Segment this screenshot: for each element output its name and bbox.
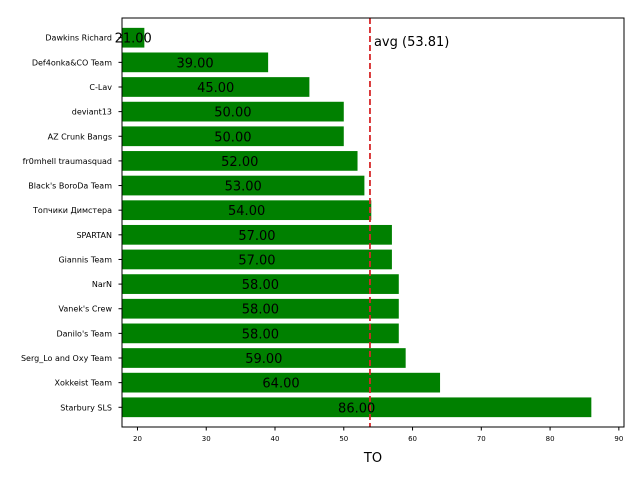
data-label: 21.00	[115, 32, 152, 47]
bar	[122, 175, 365, 196]
y-tick-label: C-Lav	[89, 83, 112, 92]
x-tick-label: 70	[477, 435, 486, 443]
bar	[122, 101, 344, 122]
x-tick-label: 90	[614, 435, 623, 443]
x-tick-label: 80	[546, 435, 555, 443]
bars-group	[122, 27, 592, 418]
x-tick-label: 20	[133, 435, 142, 443]
y-tick-label: deviant13	[72, 108, 112, 117]
y-tick-label: fr0mhell traumasquad	[23, 157, 112, 166]
data-label: 57.00	[238, 253, 275, 268]
y-tick-label: Топчики Димстера	[32, 206, 112, 215]
bar	[122, 348, 406, 368]
bar	[122, 298, 399, 319]
data-label: 39.00	[176, 56, 213, 71]
bar	[122, 27, 145, 48]
y-tick-label: AZ Crunk Bangs	[48, 132, 112, 141]
bar	[122, 126, 344, 147]
average-reference-label: avg (53.81)	[374, 35, 449, 50]
bar	[122, 323, 399, 344]
x-axis-label: TO	[363, 451, 382, 466]
plot-frame	[121, 17, 625, 428]
bar	[122, 372, 441, 393]
data-label: 59.00	[245, 352, 282, 367]
data-label: 45.00	[197, 81, 234, 96]
data-label: 50.00	[214, 130, 251, 145]
data-label: 58.00	[242, 327, 279, 342]
y-tick-label: Xokkeist Team	[55, 379, 113, 388]
bar	[122, 274, 399, 294]
y-tick-label: Giannis Team	[58, 255, 112, 264]
data-label: 86.00	[338, 401, 375, 416]
x-axis: 20 30 40 50 60 70 80 90	[133, 427, 623, 443]
y-tick-label: SPARTAN	[76, 231, 112, 240]
y-axis: Starbury SLS Xokkeist Team Serg_Lo and Oxy…	[21, 34, 122, 412]
data-labels-group: 86.00 64.00 59.00 58.00 58.00 58.00 57.00 57.00…	[115, 32, 376, 417]
x-tick-label: 30	[202, 435, 211, 443]
bar	[122, 52, 269, 73]
y-tick-label: Danilo's Team	[56, 329, 112, 338]
y-tick-label: Def4onka&CO Team	[32, 58, 112, 67]
bar	[122, 151, 358, 171]
y-tick-label: Dawkins Richard	[45, 34, 112, 43]
y-tick-label: NarN	[92, 280, 112, 289]
bar	[122, 397, 592, 418]
data-label: 58.00	[242, 278, 279, 293]
x-tick-label: 40	[271, 435, 280, 443]
reference-line-group: avg (53.81)	[369, 18, 449, 427]
data-label: 52.00	[221, 155, 258, 170]
x-tick-label: 50	[339, 435, 348, 443]
x-tick-label: 60	[408, 435, 417, 443]
data-label: 53.00	[225, 180, 262, 195]
bar	[122, 249, 392, 270]
y-tick-label: Black's BoroDa Team	[28, 182, 112, 191]
data-label: 58.00	[242, 303, 279, 318]
data-label: 64.00	[262, 377, 299, 392]
data-label: 54.00	[228, 204, 265, 219]
bar	[122, 224, 392, 245]
y-tick-label: Starbury SLS	[60, 403, 112, 412]
data-label: 57.00	[238, 229, 275, 244]
y-tick-label: Vanek's Crew	[59, 305, 113, 314]
bar	[122, 200, 372, 221]
bar	[122, 77, 310, 97]
y-tick-label: Serg_Lo and Oxy Team	[21, 354, 112, 363]
data-label: 50.00	[214, 106, 251, 121]
